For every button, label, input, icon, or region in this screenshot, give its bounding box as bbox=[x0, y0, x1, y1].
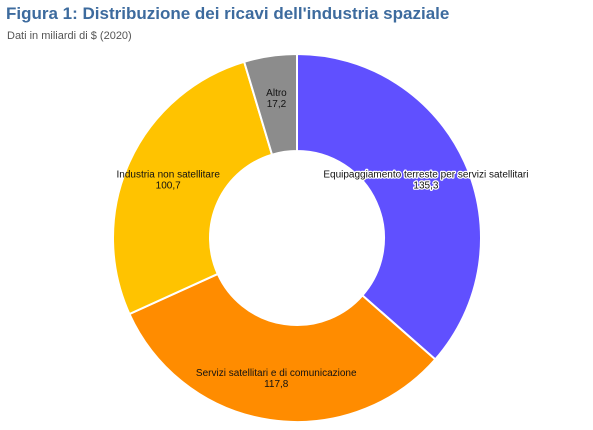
slice-industria-non-satellitare bbox=[112, 60, 274, 316]
slice-label-altro: Altro 17,2 bbox=[266, 88, 287, 110]
slice-servizi-satellitari-e-di-comunicazione bbox=[128, 272, 437, 423]
slices-layer bbox=[112, 52, 482, 423]
slice-value-label: 17,2 bbox=[267, 99, 287, 110]
slice-category-label: Industria non satellitare bbox=[116, 169, 220, 180]
slice-label-equipaggiamento-terreste-per-servizi-satellitari: Equipaggiamento terreste per servizi sat… bbox=[323, 170, 528, 192]
slice-label-servizi-satellitari-e-di-comunicazione: Servizi satellitari e di comunicazione 11… bbox=[196, 368, 357, 390]
chart-title: Figura 1: Distribuzione dei ricavi dell'… bbox=[6, 4, 450, 23]
slice-equipaggiamento-terreste-per-servizi-satellitari bbox=[296, 52, 482, 361]
chart-subtitle: Dati in miliardi di $ (2020) bbox=[7, 30, 132, 42]
slice-value-label: 135,3 bbox=[413, 181, 438, 192]
labels-layer: Equipaggiamento terreste per servizi sat… bbox=[116, 88, 529, 390]
slice-value-label: 117,8 bbox=[264, 379, 289, 390]
slice-label-industria-non-satellitare: Industria non satellitare 100,7 bbox=[116, 169, 220, 191]
slice-category-label: Equipaggiamento terreste per servizi sat… bbox=[323, 170, 528, 181]
slice-altro bbox=[242, 52, 298, 156]
slice-category-label: Altro bbox=[266, 88, 287, 99]
slice-category-label: Servizi satellitari e di comunicazione bbox=[196, 368, 357, 379]
slice-value-label: 100,7 bbox=[156, 180, 181, 191]
